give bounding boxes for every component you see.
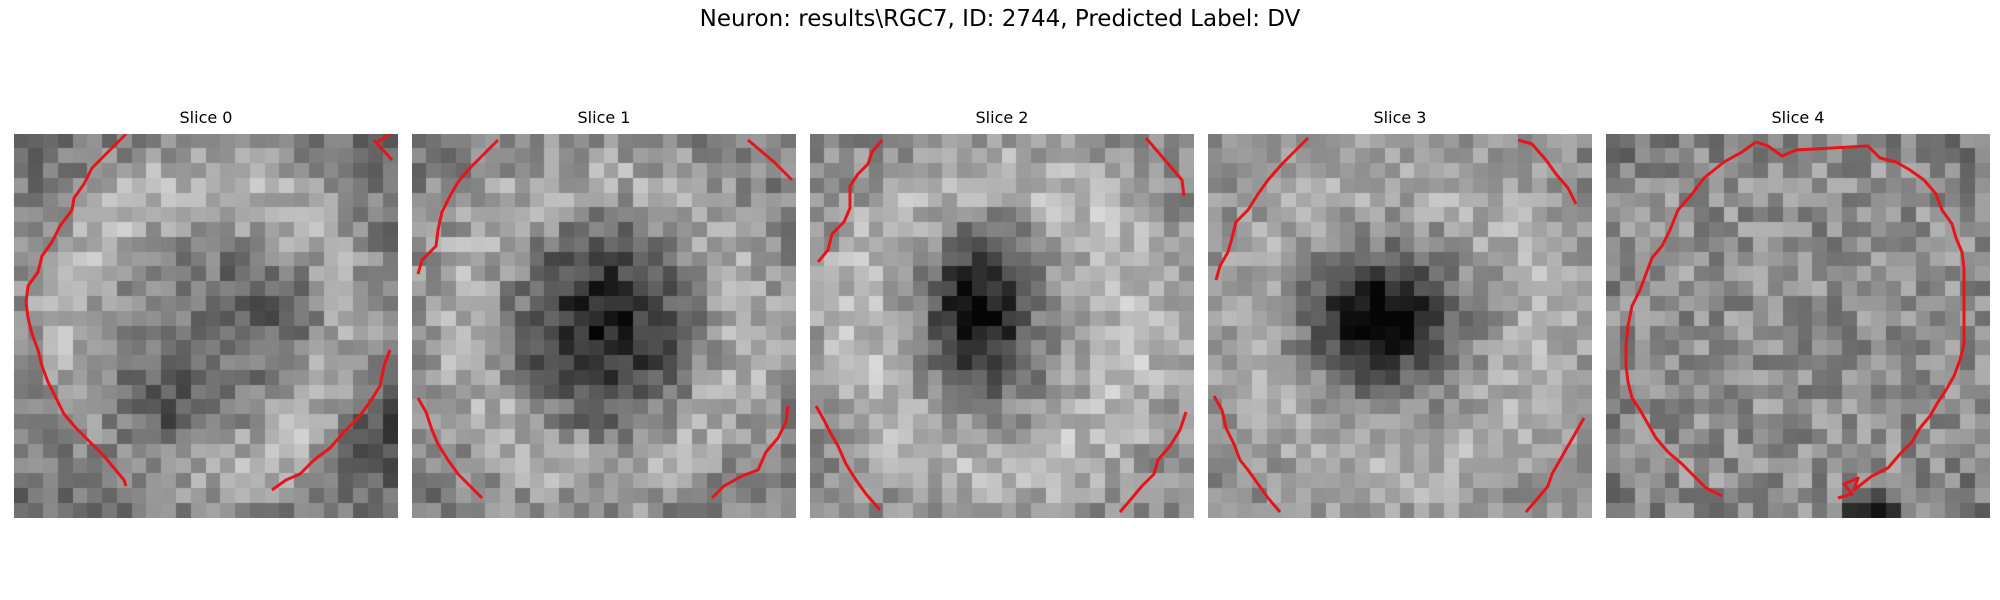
contour-line <box>814 405 882 511</box>
contour-line <box>1517 138 1578 205</box>
contour-overlay <box>24 134 394 492</box>
contour-line <box>1212 395 1282 513</box>
contour-overlay <box>1624 140 1966 500</box>
contour-line <box>747 138 794 182</box>
slice-title: Slice 3 <box>1373 108 1427 127</box>
contour-line <box>1144 137 1186 197</box>
contour-line <box>1118 411 1188 513</box>
contour-line <box>377 134 391 144</box>
contour-line <box>1624 140 1757 498</box>
contour-line <box>1755 140 1966 500</box>
slice-title: Slice 2 <box>975 108 1029 127</box>
slice-image <box>1208 134 1592 518</box>
contour-line <box>416 138 500 275</box>
slice-title: Slice 0 <box>179 108 233 127</box>
slice-title: Slice 4 <box>1771 108 1825 127</box>
contour-line <box>416 397 484 500</box>
contour-line <box>24 134 128 487</box>
slice-image <box>810 134 1194 518</box>
figure-title: Neuron: results\RGC7, ID: 2744, Predicte… <box>699 6 1301 32</box>
contour-line <box>1524 417 1586 513</box>
contour-line <box>1214 136 1310 281</box>
contour-line <box>271 349 392 492</box>
contour-line <box>816 139 884 263</box>
contour-line <box>372 138 394 162</box>
contour-overlay <box>416 138 794 500</box>
slice-image <box>412 134 796 518</box>
slice-title: Slice 1 <box>577 108 631 127</box>
contour-line <box>710 405 790 500</box>
contour-overlay <box>1212 136 1586 513</box>
contour-overlay <box>814 137 1188 513</box>
slice-image <box>14 134 398 518</box>
